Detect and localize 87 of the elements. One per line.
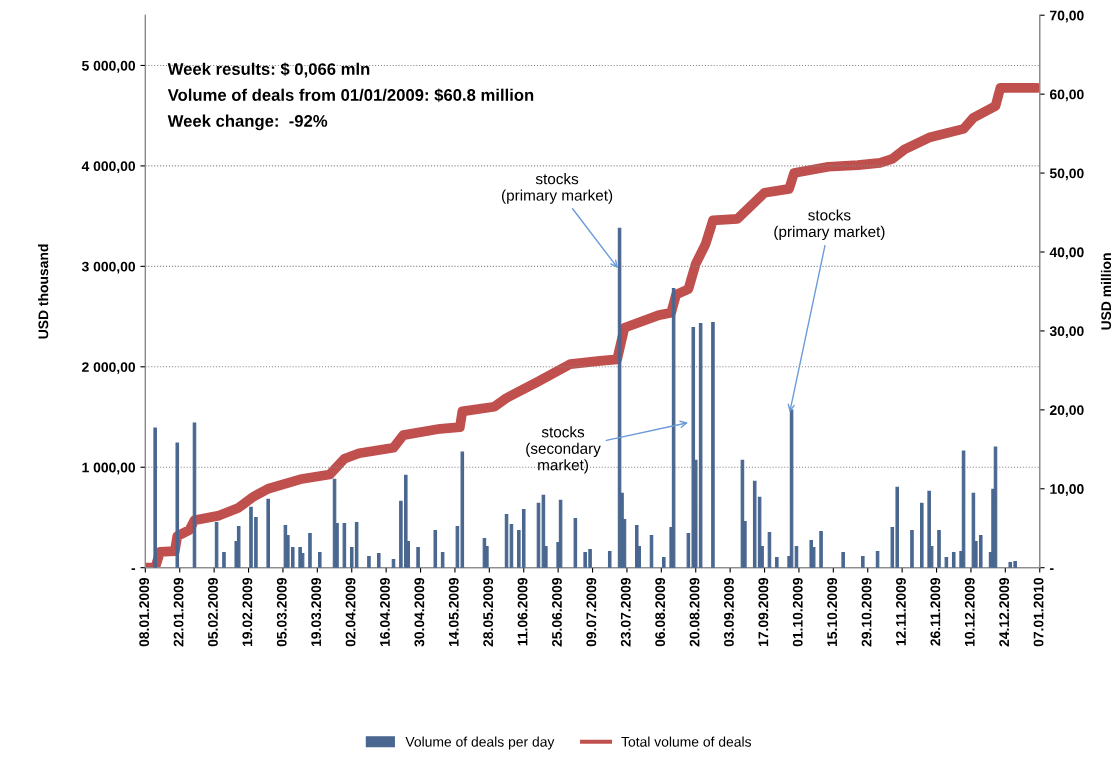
x-tick-label: 28.05.2009	[483, 577, 494, 647]
x-tick-label: 06.08.2009	[655, 577, 666, 647]
x-tick-label: 29.10.2009	[861, 577, 872, 647]
annotation: stocks (secondary market)	[526, 426, 601, 474]
annotation: Volume of deals from 01/01/2009: $60.8 million	[167, 88, 534, 102]
legend-label: Volume of deals per day	[405, 736, 555, 750]
x-tick-label: 10.12.2009	[964, 577, 975, 647]
bar	[841, 552, 845, 568]
x-tick-label: 24.12.2009	[999, 577, 1010, 647]
y-tick-label: 1 000,00	[82, 462, 136, 475]
x-tick-label: 08.01.2009	[139, 577, 150, 647]
bar	[861, 556, 865, 568]
bar	[440, 552, 445, 568]
x-tick-label: 12.11.2009	[896, 577, 906, 646]
bar	[711, 322, 715, 568]
x-tick-label: 26.11.2009	[930, 577, 941, 646]
x-tick-label: 16.04.2009	[380, 577, 390, 647]
y-tick-label: 5 000,00	[81, 60, 136, 73]
bar	[236, 525, 241, 568]
x-tick-label: 17.09.2009	[758, 577, 769, 647]
x-tick-label: 05.03.2009	[276, 577, 287, 647]
bar	[367, 556, 371, 568]
bar	[298, 547, 302, 568]
bar	[460, 451, 465, 568]
y2-tick-label: 50,00	[1049, 168, 1084, 181]
bar	[433, 529, 438, 568]
bar	[671, 287, 676, 568]
annotation: Week change: -92%	[167, 114, 328, 131]
x-tick-label: 01.10.2009	[792, 577, 803, 647]
bar	[318, 552, 322, 568]
bar	[354, 521, 359, 568]
x-tick-label: 07.01.2010	[1033, 577, 1044, 647]
bar	[944, 557, 949, 568]
x-tick-label: 23.07.2009	[620, 577, 631, 647]
bar	[222, 552, 226, 568]
x-tick-label: 15.10.2009	[827, 577, 838, 647]
y2-axis-title: USD million	[1100, 253, 1112, 330]
bar	[308, 532, 312, 568]
bar	[521, 508, 526, 568]
bar	[153, 427, 157, 568]
annotation: Week results: $ 0,066 mln	[167, 62, 370, 78]
x-tick-label: 25.06.2009	[552, 577, 562, 647]
y2-tick-label: 10,00	[1050, 484, 1084, 496]
bar	[920, 502, 924, 568]
bar	[937, 529, 941, 568]
bar	[416, 547, 420, 568]
x-tick-label: 03.09.2009	[724, 577, 734, 647]
x-tick-label: 05.02.2009	[208, 577, 218, 647]
y2-tick-label: 20,00	[1049, 405, 1084, 418]
bar	[910, 529, 914, 568]
y2-tick-label: 60,00	[1049, 89, 1084, 102]
x-tick-label: 19.02.2009	[242, 577, 253, 647]
bar	[775, 557, 779, 568]
bar	[819, 530, 823, 568]
bar	[698, 323, 703, 568]
bar	[1008, 562, 1013, 568]
x-tick-label: 14.05.2009	[448, 577, 459, 647]
bar	[951, 552, 956, 568]
y2-tick-label: 70,00	[1050, 10, 1084, 23]
x-tick-label: 22.01.2009	[173, 577, 184, 647]
annotation: stocks (primary market)	[774, 209, 885, 241]
legend-label: Total volume of deals	[621, 736, 752, 747]
y-tick-label: 2 000,00	[82, 362, 136, 374]
bar	[175, 442, 180, 568]
bar	[607, 551, 612, 568]
y-tick-label: 3 000,00	[81, 261, 136, 274]
y2-tick-label: -	[1050, 568, 1054, 570]
annotation: stocks (primary market)	[502, 173, 613, 204]
x-tick-label: 09.07.2009	[586, 577, 597, 647]
y-axis-title: USD thousand	[38, 244, 49, 339]
x-tick-label: 19.03.2009	[311, 577, 322, 647]
y-tick-label: -	[131, 568, 136, 570]
bar	[978, 534, 983, 568]
y2-tick-label: 30,00	[1049, 326, 1084, 339]
x-tick-label: 30.04.2009	[414, 577, 425, 647]
x-tick-label: 02.04.2009	[345, 577, 356, 647]
bar	[342, 522, 347, 568]
y2-tick-label: 40,00	[1049, 247, 1084, 260]
x-tick-label: 11.06.2009	[517, 577, 528, 646]
y-tick-label: 4 000,00	[81, 161, 136, 174]
bar	[662, 557, 666, 568]
bar	[376, 553, 381, 568]
bar	[266, 498, 270, 568]
bar	[809, 540, 814, 568]
x-tick-label: 20.08.2009	[689, 577, 700, 647]
bar	[573, 517, 578, 568]
bar	[927, 490, 931, 568]
